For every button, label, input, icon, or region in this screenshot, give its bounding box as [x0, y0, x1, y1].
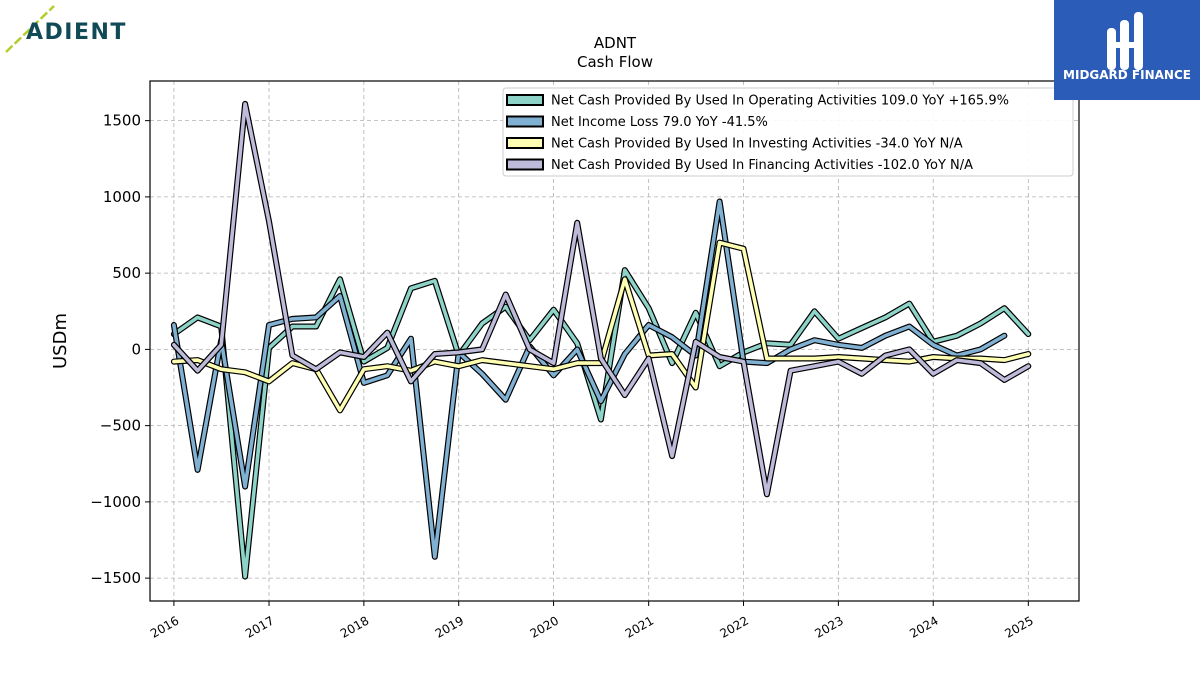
legend-swatch — [506, 94, 544, 106]
y-tick-label: 1500 — [103, 112, 141, 130]
x-tick-label: 2022 — [718, 613, 751, 640]
x-tick-label: 2019 — [433, 613, 466, 640]
y-tick-label: −1000 — [90, 493, 141, 511]
x-tick-label: 2017 — [243, 613, 276, 640]
x-tick-label: 2020 — [528, 613, 561, 640]
series-group — [170, 100, 1032, 498]
legend-swatch — [506, 115, 544, 128]
x-tick-label: 2021 — [623, 613, 656, 640]
legend-label: Net Cash Provided By Used In Investing A… — [551, 137, 963, 152]
adient-logo-mark — [5, 5, 55, 53]
series-group — [170, 198, 1008, 560]
midgard-finance-logo: MIDGARD FINANCE — [1054, 0, 1200, 100]
midgard-logo-text: MIDGARD FINANCE — [1063, 68, 1191, 82]
adient-logo-text: ADIENT — [26, 20, 127, 45]
series-layer — [170, 100, 1032, 580]
chart-title: ADNT — [594, 34, 637, 52]
x-tick-label: 2024 — [907, 613, 940, 640]
x-tick-label: 2025 — [1002, 613, 1035, 640]
y-axis-label: USDm — [50, 313, 71, 369]
y-axis: −1500 −1000 −500 0 500 1000 1500 — [90, 112, 150, 587]
x-tick-label: 2016 — [148, 613, 181, 640]
plot-frame — [149, 80, 1080, 602]
legend-box — [502, 87, 1074, 177]
y-tick-label: −1500 — [90, 569, 141, 587]
chart-subtitle: Cash Flow — [577, 53, 653, 71]
legend-swatch — [506, 137, 544, 149]
x-tick-label: 2018 — [338, 613, 371, 640]
adient-logo: ADIENT — [4, 4, 144, 56]
series-group — [170, 267, 1032, 580]
series-line — [172, 102, 1031, 497]
series-line — [172, 199, 1007, 559]
x-axis: 2016 2017 2018 2019 2020 2021 2022 2023 2024 2025 — [148, 601, 1036, 641]
legend-label: Net Cash Provided By Used In Financing A… — [551, 158, 973, 173]
legend-label: Net Cash Provided By Used In Operating A… — [551, 94, 1009, 109]
y-tick-label: −500 — [100, 417, 141, 435]
series-line — [172, 268, 1031, 579]
legend-label: Net Income Loss 79.0 YoY -41.5% — [551, 115, 768, 130]
y-tick-label: 1000 — [103, 188, 141, 206]
legend-swatch — [506, 158, 544, 171]
y-tick-label: 0 — [131, 340, 141, 358]
y-tick-label: 500 — [112, 264, 141, 282]
legend: Net Cash Provided By Used In Operating A… — [502, 87, 1074, 177]
x-tick-label: 2023 — [812, 613, 845, 640]
midgard-logo-mark — [1107, 12, 1143, 70]
